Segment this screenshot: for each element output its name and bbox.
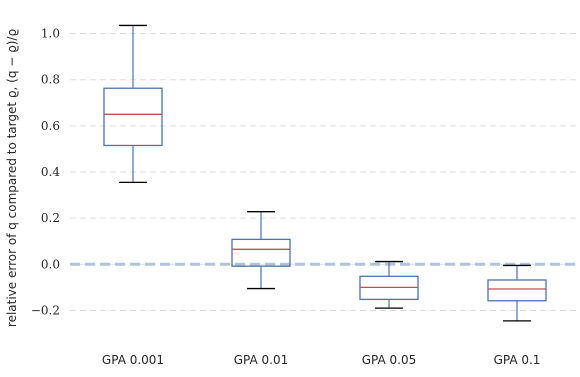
gridlines [70, 33, 580, 311]
y-tick-label: 0.4 [41, 165, 60, 179]
y-tick-label: 0.0 [41, 257, 60, 271]
y-tick-labels: −0.2 0.0 0.2 0.4 0.6 0.8 1.0 [31, 27, 60, 318]
y-axis-label: relative error of q compared to target ϱ… [5, 29, 19, 327]
iqr-box [103, 87, 163, 147]
box-4 [487, 264, 547, 322]
x-tick-label: GPA 0.01 [234, 353, 289, 367]
y-tick-label: 0.2 [41, 211, 60, 225]
box-3 [359, 260, 419, 309]
x-tick-label: GPA 0.05 [362, 353, 417, 367]
x-tick-labels: GPA 0.001 GPA 0.01 GPA 0.05 GPA 0.1 [102, 353, 541, 367]
box-2 [231, 211, 291, 290]
x-tick-label: GPA 0.1 [494, 353, 541, 367]
box-1 [103, 24, 163, 184]
iqr-box [487, 279, 547, 302]
y-tick-label: 0.8 [41, 73, 60, 87]
iqr-box [231, 238, 291, 267]
y-tick-label: 1.0 [41, 27, 60, 41]
y-tick-label: −0.2 [31, 303, 60, 317]
x-tick-label: GPA 0.001 [102, 353, 164, 367]
y-tick-label: 0.6 [41, 119, 60, 133]
boxes [103, 24, 547, 322]
